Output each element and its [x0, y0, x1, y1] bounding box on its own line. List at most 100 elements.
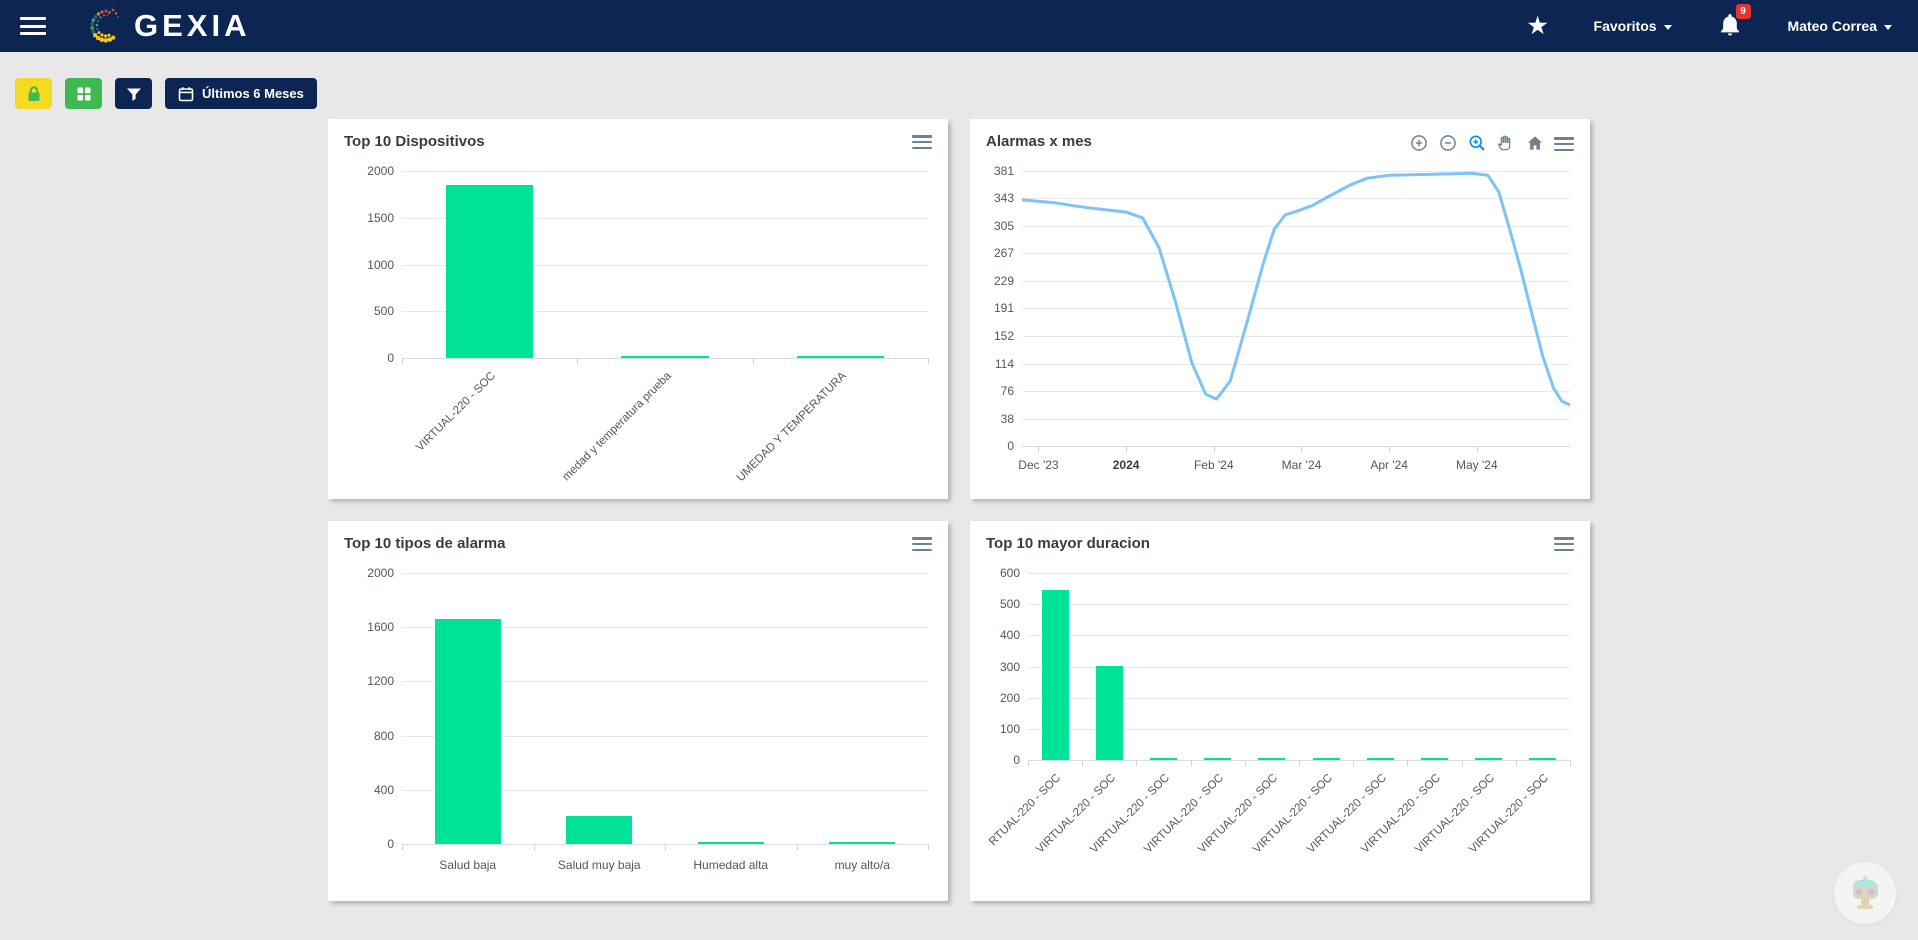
panel-top10-mayor-duracion: Top 10 mayor duracion 0 100 200 300 400 500 60… — [970, 521, 1590, 901]
line-path — [1022, 171, 1570, 407]
bar[interactable] — [1204, 758, 1232, 760]
plot-area[interactable] — [1022, 171, 1570, 452]
x-axis-tick — [1136, 760, 1138, 766]
x-axis-label: Apr '24 — [1370, 458, 1408, 472]
assistant-chatbot-button[interactable] — [1834, 862, 1896, 924]
lock-button[interactable] — [15, 78, 52, 109]
gridline — [1022, 308, 1570, 310]
grid-view-button[interactable] — [65, 78, 102, 109]
gridline — [402, 217, 928, 219]
chart-menu-icon[interactable] — [912, 135, 932, 149]
chart-canvas-alarmas[interactable]: 0 38 76 114 152 191 229 267 305 343 381 Dec '23 2024… — [986, 164, 1574, 481]
bar[interactable] — [621, 356, 709, 358]
y-axis-tick-label: 0 — [1013, 753, 1020, 767]
bar[interactable] — [445, 185, 534, 358]
gridline — [402, 735, 928, 737]
bar[interactable] — [1041, 590, 1069, 760]
x-axis-label-text: UMEDAD Y TEMPERATURA — [734, 370, 849, 485]
gridline — [402, 311, 928, 313]
bell-icon — [1720, 13, 1739, 35]
chart-canvas-mayor-duracion[interactable]: 0 100 200 300 400 500 600 RTUAL-220 - SOC VIRTUA… — [986, 566, 1574, 893]
panel-alarmas-x-mes: Alarmas x mes — [970, 119, 1590, 499]
robot-assistant-icon — [1853, 875, 1878, 909]
plot-area[interactable] — [402, 573, 929, 850]
bar[interactable] — [796, 356, 885, 358]
x-axis-label: Dec '23 — [1018, 458, 1059, 472]
y-axis-tick-label: 343 — [993, 191, 1014, 206]
bar[interactable] — [1475, 758, 1503, 760]
bar[interactable] — [1312, 758, 1340, 760]
bar[interactable] — [1258, 758, 1286, 760]
y-axis-tick-label: 152 — [993, 329, 1014, 344]
x-axis-tick — [752, 358, 754, 364]
chart-menu-icon[interactable] — [1554, 537, 1574, 551]
y-axis-tick-label: 500 — [999, 597, 1020, 612]
chart-canvas-tipos-alarma[interactable]: 0 400 800 1200 1600 2000 Salud baja Salud muy b… — [344, 566, 932, 889]
y-axis-tick-label: 300 — [999, 659, 1020, 674]
x-axis-label: Salud muy baja — [557, 858, 641, 872]
date-range-label: Últimos 6 Meses — [202, 86, 304, 101]
x-axis-tick — [1570, 760, 1571, 766]
bar[interactable] — [1095, 666, 1123, 760]
home-reset-icon[interactable] — [1525, 133, 1545, 153]
x-axis-tick — [1389, 446, 1391, 452]
gridline — [1022, 363, 1570, 365]
user-name: Mateo Correa — [1787, 18, 1877, 34]
x-axis-label: 2024 — [1112, 458, 1140, 472]
chart-title: Top 10 mayor duracion — [986, 535, 1150, 552]
notifications-button[interactable]: 9 — [1718, 3, 1751, 41]
chart-menu-icon[interactable] — [912, 537, 932, 551]
y-axis-tick-label: 100 — [999, 721, 1020, 736]
apexcharts-toolbar — [1409, 133, 1574, 153]
bar[interactable] — [829, 842, 896, 844]
gridline — [1028, 635, 1570, 637]
x-axis-label: Feb '24 — [1193, 458, 1234, 472]
x-axis-label: Salud baja — [439, 858, 497, 872]
bar[interactable] — [1366, 758, 1394, 760]
x-axis-label: Mar '24 — [1281, 458, 1322, 472]
star-icon[interactable]: ★ — [1527, 13, 1548, 38]
alarms-line-series — [1022, 171, 1570, 407]
y-axis-tick-label: 1500 — [367, 210, 394, 225]
y-axis-tick-label: 381 — [993, 164, 1014, 178]
bar[interactable] — [697, 842, 764, 844]
x-axis-tick — [665, 844, 666, 850]
x-axis-label: muy alto/a — [834, 858, 890, 872]
plot-area[interactable] — [1028, 573, 1571, 766]
x-axis-tick — [1476, 446, 1478, 452]
favorites-dropdown[interactable]: Favoritos — [1594, 18, 1672, 34]
chart-canvas-dispositivos[interactable]: 0 500 1000 1500 2000 VIRTUAL-220 - SOC medad y… — [344, 164, 932, 486]
hamburger-menu-icon[interactable] — [20, 17, 46, 35]
x-axis-label-text: medad y temperatura prueba — [560, 370, 674, 484]
navbar-right: ★ Favoritos 9 Mateo Correa — [1527, 3, 1892, 41]
gridline — [402, 264, 928, 266]
selection-zoom-icon[interactable] — [1467, 133, 1487, 153]
y-axis-tick-label: 1600 — [367, 620, 394, 635]
gridline — [1022, 171, 1570, 172]
bar[interactable] — [1420, 758, 1449, 760]
y-axis: 0 38 76 114 152 191 229 267 305 343 381 — [986, 164, 1022, 453]
gridline — [1022, 253, 1570, 255]
pan-hand-icon[interactable] — [1496, 133, 1516, 153]
user-menu[interactable]: Mateo Correa — [1788, 18, 1892, 34]
top-navbar: GEXIA ★ Favoritos 9 Mateo Correa — [0, 0, 1918, 52]
bar[interactable] — [434, 619, 501, 844]
filter-button[interactable] — [115, 78, 152, 109]
x-axis-tick — [1126, 446, 1128, 452]
plot-area[interactable] — [402, 171, 929, 364]
y-axis-tick-label: 305 — [993, 218, 1014, 233]
x-axis-label-text: VIRTUAL-220 - SOC — [414, 370, 499, 454]
y-axis: 0 100 200 300 400 500 600 — [986, 566, 1028, 767]
x-axis-tick — [1299, 760, 1300, 766]
bar[interactable] — [566, 816, 633, 844]
brand-logo[interactable]: GEXIA — [82, 2, 250, 50]
date-range-button[interactable]: Últimos 6 Meses — [165, 78, 317, 109]
x-axis-tick — [1190, 760, 1192, 766]
zoom-in-icon[interactable] — [1409, 133, 1429, 153]
bar[interactable] — [1149, 758, 1178, 760]
x-axis-tick — [928, 844, 929, 850]
zoom-out-icon[interactable] — [1438, 133, 1458, 153]
bar[interactable] — [1529, 758, 1557, 760]
gridline — [402, 171, 928, 172]
chart-menu-icon[interactable] — [1554, 137, 1574, 151]
